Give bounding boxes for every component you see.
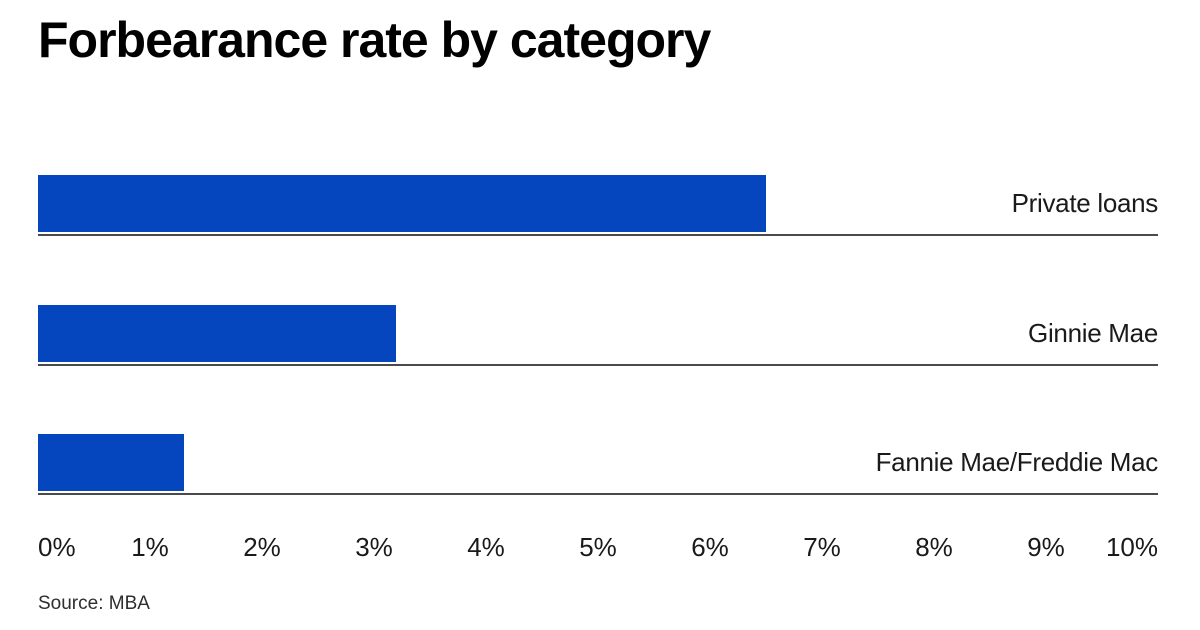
axis-tick-label-2: 2% <box>243 532 281 562</box>
bar-label-fannie-freddie: Fannie Mae/Freddie Mac <box>875 447 1159 477</box>
bar-fannie-freddie <box>38 434 184 491</box>
axis-tick-label-9: 9% <box>1027 532 1065 562</box>
bar-private-loans <box>38 175 766 232</box>
x-axis: 0% 1% 2% 3% 4% 5% 6% 7% 8% 9% 10% <box>38 532 1158 564</box>
axis-tick-label-5: 5% <box>579 532 617 562</box>
bar-ginnie-mae <box>38 305 397 362</box>
bar-label-private-loans: Private loans <box>1011 188 1159 218</box>
bar-label-ginnie-mae: Ginnie Mae <box>1028 318 1158 348</box>
axis-tick-label-7: 7% <box>803 532 841 562</box>
axis-tick-label-8: 8% <box>915 532 953 562</box>
bar-row-ginnie-mae: Ginnie Mae <box>38 305 1158 366</box>
axis-tick-label-6: 6% <box>691 532 729 562</box>
axis-tick-label-0: 0% <box>38 532 76 562</box>
source-note: Source: MBA <box>38 593 150 614</box>
axis-tick-label-4: 4% <box>467 532 505 562</box>
axis-tick-label-1: 1% <box>131 532 169 562</box>
plot-area: Private loans Ginnie Mae Fannie Mae/Fred… <box>38 0 1158 630</box>
axis-tick-label-3: 3% <box>355 532 393 562</box>
bar-row-fannie-freddie: Fannie Mae/Freddie Mac <box>38 434 1158 495</box>
chart-title: Forbearance rate by category <box>38 12 711 68</box>
axis-tick-label-10: 10% <box>1105 532 1158 562</box>
bar-row-private-loans: Private loans <box>38 175 1158 236</box>
